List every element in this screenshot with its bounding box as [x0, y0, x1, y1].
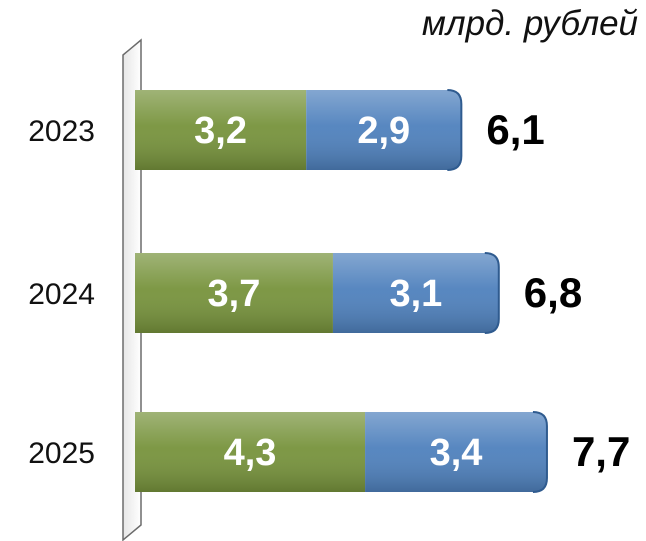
- bar-gloss: [306, 90, 462, 170]
- unit-label: млрд. рублей: [421, 4, 638, 43]
- segment-label-2024-s2: 3,1: [389, 273, 442, 315]
- category-label-2024: 2024: [28, 278, 95, 311]
- segment-label-2025-s1: 4,3: [224, 432, 277, 474]
- segment-label-2025-s2: 3,4: [430, 432, 483, 474]
- bar-gloss: [135, 90, 307, 170]
- total-label-2024: 6,8: [524, 269, 582, 316]
- bar-edge: [532, 411, 548, 493]
- segment-label-2023-s2: 2,9: [357, 110, 410, 152]
- total-label-2025: 7,7: [572, 428, 630, 475]
- category-label-2023: 2023: [28, 115, 95, 148]
- category-label-2025: 2025: [28, 437, 95, 470]
- bar-gloss: [135, 412, 366, 492]
- segment-label-2023-s1: 3,2: [194, 110, 247, 152]
- total-label-2023: 6,1: [486, 106, 544, 153]
- bar-gloss: [135, 253, 333, 333]
- bar-edge: [484, 252, 500, 334]
- segment-label-2024-s1: 3,7: [208, 273, 261, 315]
- bar-gloss: [365, 412, 547, 492]
- bar-gloss: [332, 253, 499, 333]
- bar-edge: [447, 89, 463, 171]
